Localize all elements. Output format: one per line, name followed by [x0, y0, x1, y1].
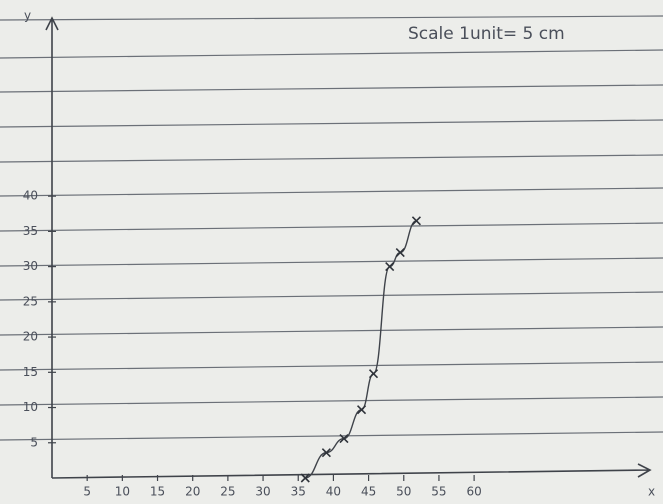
y-tick-label: 15: [23, 365, 38, 379]
y-tick-label: 20: [23, 330, 38, 344]
x-tick-label: 15: [150, 485, 165, 499]
x-tick-label: 40: [326, 485, 341, 499]
y-tick-label: 35: [23, 224, 38, 238]
x-tick-label: 10: [115, 485, 130, 499]
paper: [0, 0, 663, 504]
x-tick-label: 30: [255, 485, 270, 499]
x-tick-label: 25: [220, 485, 235, 499]
annotation: Scale 1unit= 5 cm: [408, 24, 565, 44]
x-tick-label: 60: [466, 485, 481, 499]
y-tick-label: 10: [23, 400, 38, 414]
y-tick-label: 5: [30, 435, 38, 449]
y-axis-label: y: [24, 9, 31, 23]
chart: y x Scale 1unit= 5 cm 5 10 15 20 25 30 35 40 45 5…: [0, 0, 663, 504]
x-tick-label: 20: [185, 485, 200, 499]
x-tick-label: 35: [291, 485, 306, 499]
x-tick-label: 50: [396, 485, 411, 499]
x-tick-label: 55: [431, 485, 446, 499]
y-tick-label: 25: [23, 294, 38, 308]
x-axis-label: x: [648, 485, 655, 499]
x-tick-label: 45: [361, 485, 376, 499]
y-tick-label: 40: [23, 189, 38, 203]
x-tick-label: 5: [83, 485, 91, 499]
y-tick-label: 30: [23, 259, 38, 273]
